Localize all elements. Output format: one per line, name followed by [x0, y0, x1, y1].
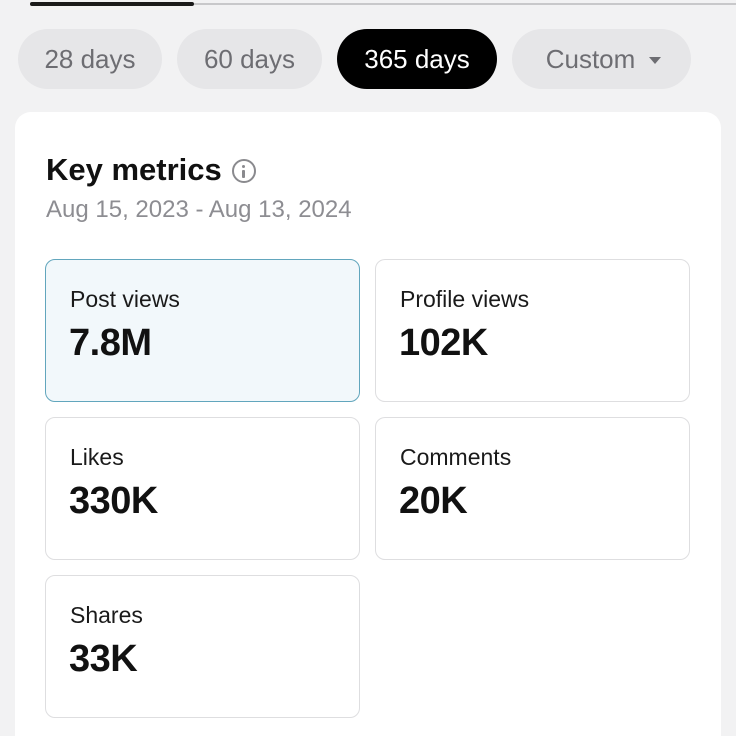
key-metrics-title: Key metrics: [46, 152, 222, 187]
metric-label: Post views: [70, 286, 180, 312]
range-custom-label: Custom: [545, 43, 636, 74]
metric-value: 102K: [399, 322, 488, 364]
metric-label: Likes: [70, 444, 124, 470]
metric-label: Comments: [400, 444, 512, 470]
range-custom-dropdown[interactable]: Custom: [512, 29, 691, 89]
metric-tile-comments[interactable]: Comments 20K: [375, 417, 690, 560]
metric-label: Shares: [70, 602, 143, 628]
metric-label: Profile views: [400, 286, 530, 312]
metric-tile-post-views[interactable]: Post views 7.8M: [45, 259, 360, 402]
key-metrics-card: Key metrics Aug 15, 2023 - Aug 13, 2024 …: [15, 112, 721, 736]
range-28-days-button[interactable]: 28 days: [18, 29, 162, 89]
metric-tile-shares[interactable]: Shares 33K: [45, 575, 360, 718]
metric-tile-likes[interactable]: Likes 330K: [45, 417, 360, 560]
date-range-selector: 28 days 60 days 365 days Custom: [18, 29, 691, 89]
key-metrics-header: Key metrics: [46, 152, 256, 188]
metric-tile-profile-views[interactable]: Profile views 102K: [375, 259, 690, 402]
chevron-down-icon: [649, 56, 662, 64]
range-60-days-button[interactable]: 60 days: [177, 29, 322, 89]
metric-value: 330K: [69, 480, 158, 522]
metric-value: 33K: [69, 638, 138, 680]
metric-value: 20K: [399, 480, 468, 522]
date-range-text: Aug 15, 2023 - Aug 13, 2024: [46, 196, 352, 223]
metric-value: 7.8M: [69, 322, 152, 364]
range-365-days-button[interactable]: 365 days: [337, 29, 497, 89]
tab-divider: [194, 3, 736, 5]
active-tab-indicator: [30, 2, 194, 6]
info-icon[interactable]: [231, 159, 256, 183]
